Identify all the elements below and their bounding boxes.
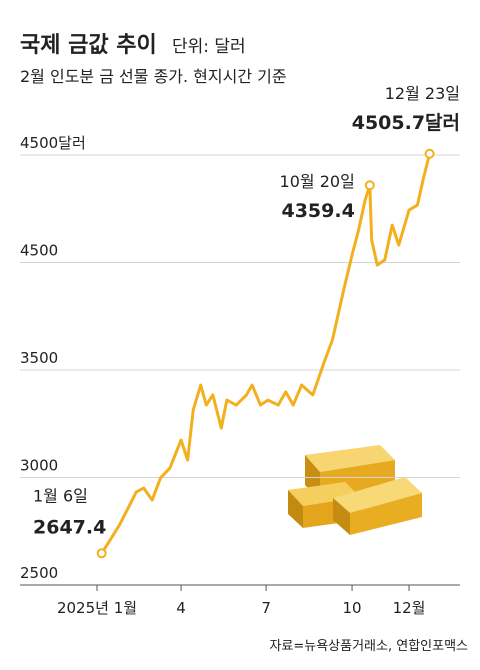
point-date-label: 10월 20일	[280, 172, 355, 191]
x-tick-label: 12월	[393, 599, 426, 617]
x-tick-label: 4	[176, 599, 186, 617]
x-tick-label: 7	[261, 599, 271, 617]
point-value-label: 2647.4	[33, 516, 106, 538]
point-marker	[364, 180, 375, 191]
y-tick-label: 4500달러	[20, 134, 86, 152]
chart-title: 국제 금값 추이	[20, 33, 157, 58]
price-line	[100, 153, 432, 555]
source: 자료=뉴욕상품거래소, 연합인포맥스	[269, 639, 468, 654]
x-tick-label: 2025년 1월	[57, 599, 137, 617]
y-tick-label: 2500	[20, 564, 58, 582]
point-value-label: 4505.7달러	[352, 112, 460, 134]
gold-bars	[288, 445, 422, 535]
point-marker	[424, 148, 435, 159]
subtitle: 2월 인도분 금 선물 종가. 현지시간 기준	[20, 67, 287, 86]
point-value-label: 4359.4	[281, 200, 354, 222]
x-tick-label: 10	[343, 599, 362, 617]
y-tick-label: 3000	[20, 457, 58, 475]
y-tick-label: 3500	[20, 349, 58, 367]
point-date-label: 1월 6일	[33, 486, 88, 505]
unit-label: 단위: 달러	[172, 37, 246, 57]
y-tick-label: 4500	[20, 242, 58, 260]
point-marker	[96, 548, 107, 559]
point-date-label: 12월 23일	[385, 84, 460, 103]
